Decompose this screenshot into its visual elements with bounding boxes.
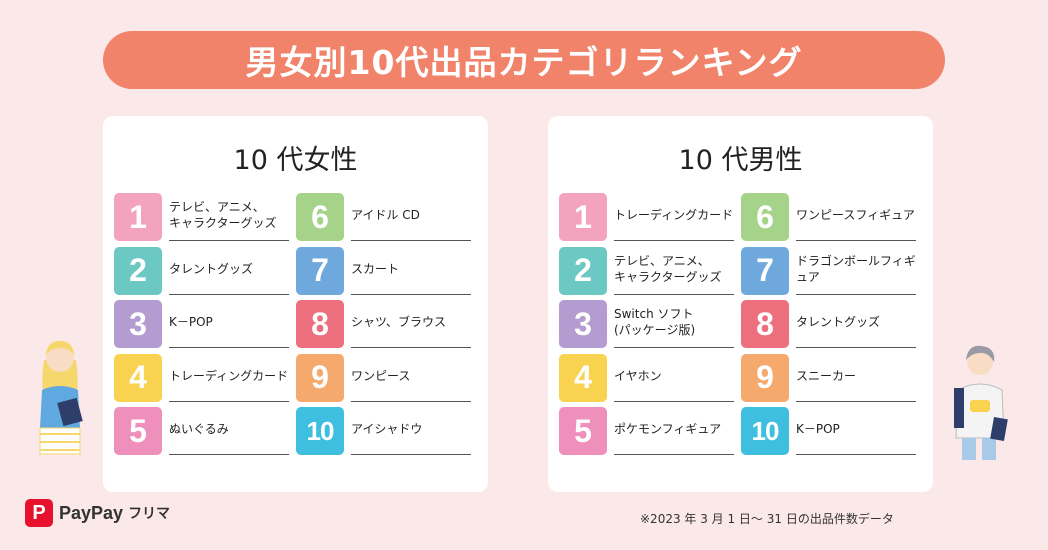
rank-underline [169, 240, 289, 241]
rank-number-badge: 2 [114, 246, 162, 295]
rank-underline [796, 293, 916, 295]
rank-category-label: シャツ、ブラウス [351, 315, 447, 330]
rank-number-badge: 8 [296, 300, 344, 348]
rank-category-label: K－POP [796, 422, 840, 437]
women-rank-item: 7 スカート [296, 246, 471, 295]
rank-category-label: トレーディングカード [614, 208, 734, 223]
data-footnote: ※2023 年 3 月 1 日～ 31 日の出品件数データ [640, 512, 894, 526]
rank-category-label: ワンピース [351, 368, 411, 383]
rank-underline [351, 347, 471, 348]
rank-number-badge: 1 [114, 193, 162, 241]
rank-category-label: テレビ、アニメ、 キャラクターグッズ [169, 200, 277, 230]
men-rank-item: 8 タレントグッズ [741, 300, 916, 348]
men-rank-item: 4 イヤホン [559, 353, 734, 402]
rank-underline [169, 400, 289, 402]
men-rank-item: 9 スニーカー [741, 353, 916, 402]
rank-number-badge: 7 [296, 246, 344, 295]
rank-category-label: Switch ソフト (パッケージ版) [614, 307, 696, 337]
title-banner: 男女別10代出品カテゴリランキング [103, 31, 945, 89]
men-rank-item: 2 テレビ、アニメ、 キャラクターグッズ [559, 246, 734, 295]
rank-underline [796, 454, 916, 455]
rank-underline [351, 454, 471, 455]
logo-name: PayPay [59, 502, 124, 523]
men-rank-item: 6 ワンピースフィギュア [741, 193, 916, 241]
rank-underline [796, 400, 916, 402]
rank-underline [351, 240, 471, 241]
men-rank-item: 3 Switch ソフト (パッケージ版) [559, 300, 734, 348]
rank-number-badge: 6 [296, 193, 344, 241]
rank-category-label: ぬいぐるみ [169, 422, 229, 437]
rank-category-label: ドラゴンボールフィギュア [796, 253, 916, 284]
rank-category-label: イヤホン [614, 368, 662, 383]
rank-underline [796, 347, 916, 348]
women-heading: 10 代女性 [233, 145, 358, 176]
rank-number-badge: 5 [114, 407, 162, 455]
rank-underline [169, 347, 289, 348]
rank-category-label: アイシャドウ [351, 422, 423, 437]
women-rank-item: 6 アイドル CD [296, 193, 471, 241]
rank-number-badge: 9 [741, 353, 789, 402]
rank-underline [796, 240, 916, 241]
rank-category-label: テレビ、アニメ、 キャラクターグッズ [614, 253, 722, 284]
men-heading: 10 代男性 [678, 145, 803, 176]
paypay-fleamarket-logo: P PayPay フリマ [25, 499, 170, 527]
women-rank-item: 3 K－POP [114, 300, 289, 348]
women-rank-item: 1 テレビ、アニメ、 キャラクターグッズ [114, 193, 289, 241]
rank-number-badge: 4 [559, 353, 607, 402]
rank-category-label: ワンピースフィギュア [796, 208, 915, 223]
rank-category-label: アイドル CD [351, 208, 420, 223]
rank-category-label: スカート [351, 261, 400, 276]
rank-underline [614, 240, 734, 241]
rank-underline [351, 293, 471, 295]
rank-underline [614, 454, 734, 455]
rank-underline [351, 400, 471, 402]
rank-number-badge: 5 [559, 407, 607, 455]
page-title: 男女別10代出品カテゴリランキング [245, 43, 803, 82]
rank-category-label: タレントグッズ [796, 315, 881, 330]
rank-category-label: ポケモンフィギュア [614, 422, 722, 437]
logo-sub: フリマ [128, 506, 171, 522]
women-rank-item: 8 シャツ、ブラウス [296, 300, 471, 348]
women-rank-item: 4 トレーディングカード [114, 353, 289, 402]
men-rank-item: 7 ドラゴンボールフィギュア [741, 246, 916, 295]
men-rank-item: 10 K－POP [741, 407, 916, 455]
men-rank-item: 1 トレーディングカード [559, 193, 734, 241]
girl-illustration-icon [39, 340, 83, 455]
women-rank-item: 5 ぬいぐるみ [114, 407, 289, 455]
rank-number-badge: 8 [741, 300, 789, 348]
rank-number-badge: 7 [741, 246, 789, 295]
paypay-logo-icon: P [25, 499, 53, 527]
rank-number-badge: 1 [559, 193, 607, 241]
boy-illustration-icon [954, 345, 1008, 460]
rank-underline [169, 454, 289, 455]
women-rank-item: 2 タレントグッズ [114, 246, 289, 295]
men-ranking-card: 10 代男性 1 トレーディングカード 2 テレビ、アニメ、 キャラクターグッズ 3 Sw… [548, 116, 933, 492]
rank-number-badge: 3 [559, 300, 607, 348]
rank-category-label: タレントグッズ [169, 261, 254, 276]
women-rank-item: 10 アイシャドウ [296, 407, 471, 455]
rank-number-badge: 4 [114, 353, 162, 402]
rank-category-label: トレーディングカード [169, 368, 289, 383]
rank-underline [614, 347, 734, 348]
rank-number-badge: 10 [741, 407, 789, 455]
rank-underline [614, 400, 734, 402]
rank-number-badge: 10 [296, 407, 344, 455]
rank-category-label: スニーカー [796, 368, 857, 383]
rank-category-label: K－POP [169, 315, 213, 330]
men-rank-item: 5 ポケモンフィギュア [559, 407, 734, 455]
rank-number-badge: 2 [559, 246, 607, 295]
rank-number-badge: 9 [296, 353, 344, 402]
women-rank-item: 9 ワンピース [296, 353, 471, 402]
women-ranking-card: 10 代女性 1 テレビ、アニメ、 キャラクターグッズ 2 タレントグッズ 3 K－POP… [103, 116, 488, 492]
rank-underline [169, 293, 289, 295]
rank-underline [614, 293, 734, 295]
rank-number-badge: 3 [114, 300, 162, 348]
rank-number-badge: 6 [741, 193, 789, 241]
